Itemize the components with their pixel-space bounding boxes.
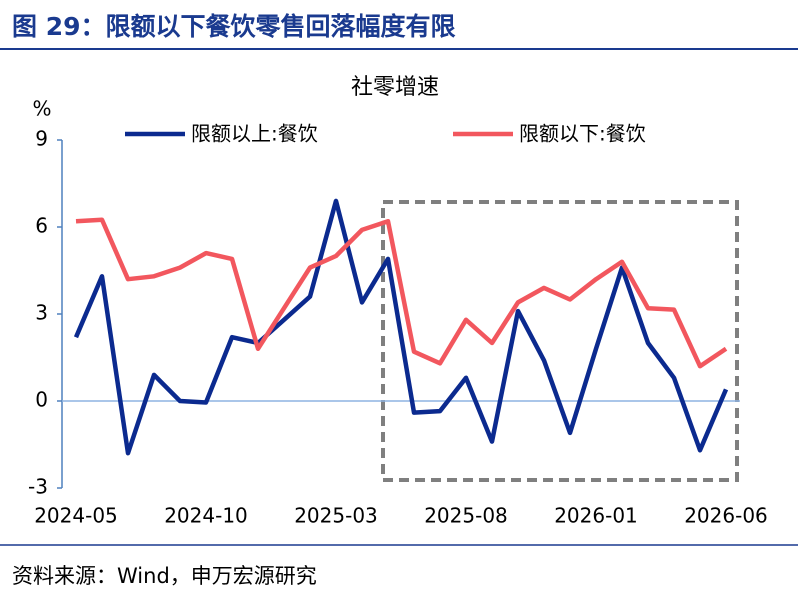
y-tick-label: -3 — [28, 475, 48, 499]
x-tick-label: 2025-08 — [424, 504, 508, 528]
series-line — [73, 198, 729, 456]
legend-label: 限额以上:餐饮 — [191, 122, 318, 146]
y-tick-label: 9 — [35, 127, 48, 151]
y-tick-label: 6 — [35, 214, 48, 238]
chart-title: 社零增速 — [351, 75, 439, 100]
highlight-box — [381, 200, 739, 482]
source-note: 资料来源：Wind，申万宏源研究 — [12, 564, 317, 588]
y-axis-unit: % — [32, 97, 51, 121]
x-tick-label: 2026-06 — [684, 504, 768, 528]
legend-label: 限额以下:餐饮 — [519, 122, 646, 146]
x-tick-label: 2024-05 — [34, 504, 118, 528]
x-tick-label: 2025-03 — [294, 504, 378, 528]
y-tick-label: 0 — [35, 388, 48, 412]
x-tick-label: 2024-10 — [164, 504, 248, 528]
header-title: 图 29：限额以下餐饮零售回落幅度有限 — [12, 12, 456, 41]
x-tick-label: 2026-01 — [554, 504, 638, 528]
y-tick-label: 3 — [35, 301, 48, 325]
series-line — [75, 217, 728, 369]
